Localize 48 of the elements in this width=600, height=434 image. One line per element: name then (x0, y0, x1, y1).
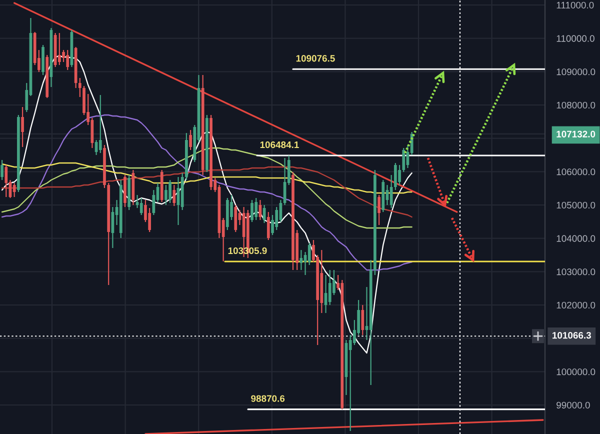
candlestick (98, 94, 102, 154)
candlestick (361, 304, 364, 336)
y-tick-label: 106000.0 (556, 168, 596, 176)
y-tick-label: 103000.0 (556, 268, 596, 276)
candlestick (328, 269, 332, 306)
candlestick (378, 194, 380, 226)
candlestick (275, 206, 278, 231)
candlestick (398, 164, 401, 186)
candlestick (12, 182, 16, 198)
candlestick (0, 159, 4, 181)
candlestick (348, 334, 352, 432)
candlestick (172, 184, 176, 207)
candlestick (390, 174, 393, 209)
y-tick-label: 109000.0 (556, 68, 596, 76)
candlestick (234, 204, 238, 233)
candlestick (164, 184, 168, 206)
candlestick (66, 49, 70, 71)
y-tick-label: 100000.0 (556, 368, 596, 376)
line-series (1, 147, 412, 229)
y-tick-label: 99000.0 (556, 402, 590, 409)
candlestick (402, 147, 406, 173)
ref-line-label: 109076.5 (296, 55, 335, 62)
candlestick (271, 214, 274, 236)
candlestick (148, 207, 151, 233)
ref-line-label: 98870.6 (251, 395, 285, 402)
candlestick (250, 199, 254, 223)
y-tick-label: 107132.0 (556, 130, 596, 138)
candlestick (189, 129, 192, 151)
candlestick (21, 106, 24, 148)
candlestick (394, 162, 397, 191)
candlestick (140, 197, 143, 216)
candlestick (254, 197, 258, 221)
candlestick (266, 211, 270, 241)
candlestick (78, 77, 82, 98)
y-tick-label: 108000.0 (556, 102, 596, 109)
candlestick (152, 189, 156, 216)
y-tick-label: 111000.0 (556, 2, 594, 9)
candlestick (4, 164, 8, 198)
y-tick-label: 110000.0 (556, 35, 594, 42)
y-tick-label: 104000.0 (556, 235, 596, 242)
ref-line-label: 106484.1 (260, 141, 299, 148)
candlestick (308, 242, 311, 266)
candlestick (62, 49, 65, 63)
candlestick (58, 32, 61, 66)
y-tick-label: 102000.0 (556, 302, 596, 309)
ref-line-label: 101066.3 (552, 332, 591, 339)
y-tick-label: 105000.0 (556, 202, 596, 209)
candlestick (168, 179, 172, 204)
